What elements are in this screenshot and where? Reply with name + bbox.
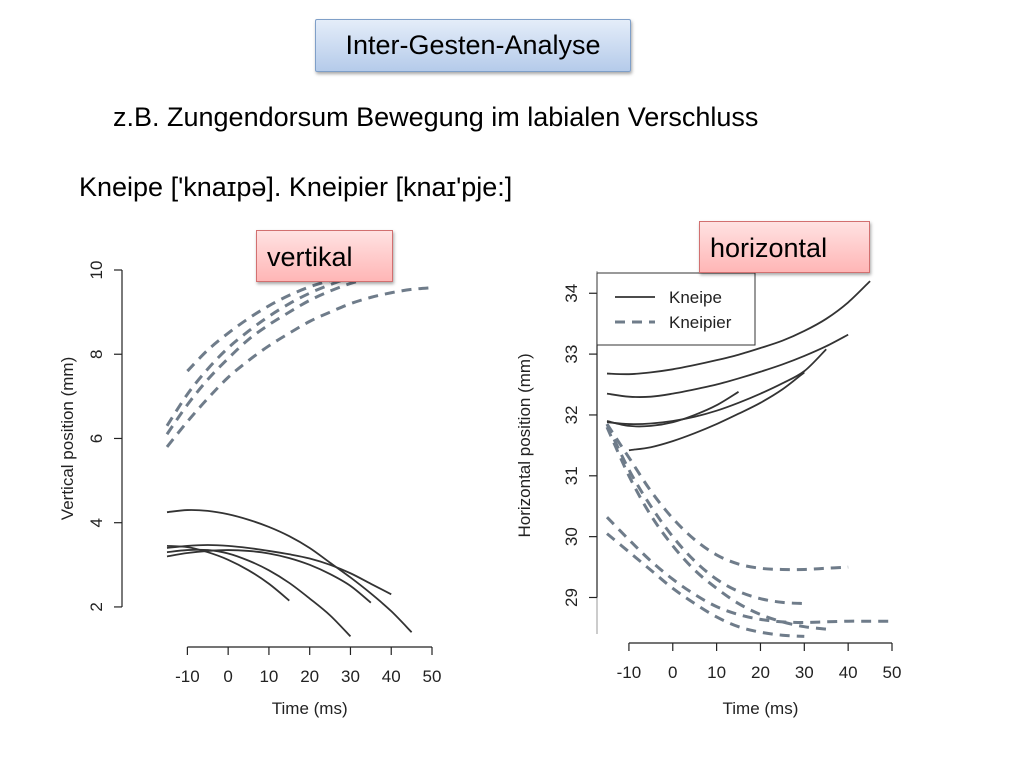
slide-title: Inter-Gesten-Analyse	[315, 19, 631, 72]
x-tick-label: 30	[795, 663, 814, 682]
y-tick-label: 2	[87, 602, 106, 611]
kneipier-series-line-5	[186, 266, 392, 373]
kneipier-series-line-9	[606, 532, 805, 638]
y-tick-label: 34	[562, 284, 581, 303]
slide-subtitle: z.B. Zungendorsum Bewegung im labialen V…	[113, 102, 759, 132]
kneipier-series-line-6	[605, 423, 805, 606]
legend-box	[596, 272, 756, 346]
kneipe-series-line-1	[606, 333, 849, 398]
y-tick-label: 30	[562, 527, 581, 546]
x-tick-label: 50	[883, 663, 902, 682]
legend-label-kneipier: Kneipier	[669, 313, 732, 332]
kneipe-series-line-3	[606, 391, 740, 428]
x-tick-label: 10	[707, 663, 726, 682]
y-tick-label: 33	[562, 345, 581, 364]
vertikal-label: vertikal	[256, 230, 393, 282]
x-axis-title: Time (ms)	[723, 699, 799, 718]
y-tick-label: 31	[562, 466, 581, 485]
x-tick-label: 50	[423, 667, 442, 686]
vertical-position-chart: -10 0 10 20 30 40 50 Time (ms) 2 4 6 8 10 Vertical po…	[58, 261, 441, 718]
y-tick-label: 32	[562, 405, 581, 424]
y-tick-label: 4	[87, 518, 106, 527]
horizontal-label: horizontal	[699, 221, 870, 273]
kneipe-series-line-2	[606, 348, 827, 426]
kneipe-series-line-2	[166, 549, 372, 604]
kneipe-series-line-4	[166, 544, 290, 602]
horizontal-position-chart: -10 0 10 20 30 40 50 Time (ms) 29 30 31 32 33 34 Horiz…	[515, 271, 901, 718]
y-tick-label: 10	[87, 261, 106, 280]
x-tick-label: 10	[259, 667, 278, 686]
x-axis-title: Time (ms)	[272, 699, 348, 718]
kneipier-series-line-5	[605, 423, 849, 572]
kneipier-series-line-6	[165, 268, 392, 427]
kneipe-series-line-4	[628, 371, 805, 452]
kneipier-series-line-7	[165, 276, 372, 436]
x-tick-label: 40	[382, 667, 401, 686]
x-tick-label: -10	[175, 667, 200, 686]
x-tick-label: 20	[751, 663, 770, 682]
y-axis-title: Horizontal position (mm)	[515, 353, 534, 537]
example-words: Kneipe ['knaɪpə]. Kneipier [knaɪ'pje:]	[79, 172, 513, 202]
x-tick-label: 40	[839, 663, 858, 682]
y-tick-label: 6	[87, 434, 106, 443]
x-tick-label: 0	[223, 667, 232, 686]
legend-label-kneipe: Kneipe	[669, 288, 722, 307]
x-tick-label: 30	[341, 667, 360, 686]
kneipier-series-line-7	[605, 426, 827, 631]
y-tick-label: 29	[562, 588, 581, 607]
x-tick-label: 0	[668, 663, 677, 682]
kneipe-series-line-0	[606, 280, 871, 376]
kneipier-series-line-8	[165, 286, 433, 448]
kneipier-series-line-8	[605, 516, 892, 624]
kneipe-series-line-1	[166, 544, 392, 596]
kneipe-series-line-0	[166, 509, 413, 633]
x-tick-label: 20	[300, 667, 319, 686]
x-tick-label: -10	[617, 663, 642, 682]
y-axis-title: Vertical position (mm)	[58, 357, 77, 520]
y-tick-label: 8	[87, 350, 106, 359]
